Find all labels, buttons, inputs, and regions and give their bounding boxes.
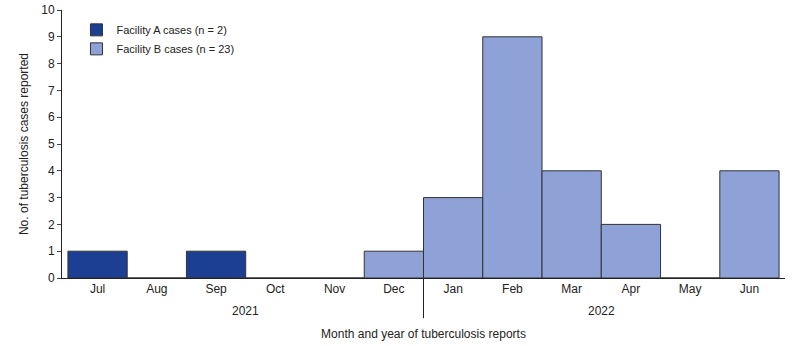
svg-text:8: 8 bbox=[48, 57, 55, 71]
svg-text:2022: 2022 bbox=[588, 304, 615, 318]
svg-text:4: 4 bbox=[48, 164, 55, 178]
svg-text:Feb: Feb bbox=[502, 282, 523, 296]
svg-text:Jun: Jun bbox=[740, 282, 759, 296]
svg-text:Mar: Mar bbox=[561, 282, 582, 296]
svg-text:2021: 2021 bbox=[232, 304, 259, 318]
svg-text:2: 2 bbox=[48, 218, 55, 232]
svg-text:Oct: Oct bbox=[266, 282, 285, 296]
svg-text:Month and year of tuberculosis: Month and year of tuberculosis reports bbox=[321, 327, 526, 341]
svg-text:Facility A cases (n = 2): Facility A cases (n = 2) bbox=[116, 24, 226, 36]
svg-text:10: 10 bbox=[41, 3, 55, 17]
svg-text:Facility B cases (n = 23): Facility B cases (n = 23) bbox=[116, 43, 234, 55]
svg-text:No. of tuberculosis cases repo: No. of tuberculosis cases reported bbox=[17, 53, 31, 235]
svg-text:Jan: Jan bbox=[443, 282, 462, 296]
svg-text:0: 0 bbox=[48, 271, 55, 285]
svg-text:Sep: Sep bbox=[205, 282, 227, 296]
svg-text:6: 6 bbox=[48, 110, 55, 124]
svg-text:Nov: Nov bbox=[324, 282, 345, 296]
svg-text:3: 3 bbox=[48, 191, 55, 205]
svg-text:Dec: Dec bbox=[383, 282, 404, 296]
svg-text:Aug: Aug bbox=[146, 282, 167, 296]
svg-text:5: 5 bbox=[48, 137, 55, 151]
svg-text:May: May bbox=[679, 282, 702, 296]
svg-text:Jul: Jul bbox=[90, 282, 105, 296]
svg-text:7: 7 bbox=[48, 84, 55, 98]
svg-text:9: 9 bbox=[48, 30, 55, 44]
svg-text:Apr: Apr bbox=[622, 282, 641, 296]
svg-text:1: 1 bbox=[48, 244, 55, 258]
